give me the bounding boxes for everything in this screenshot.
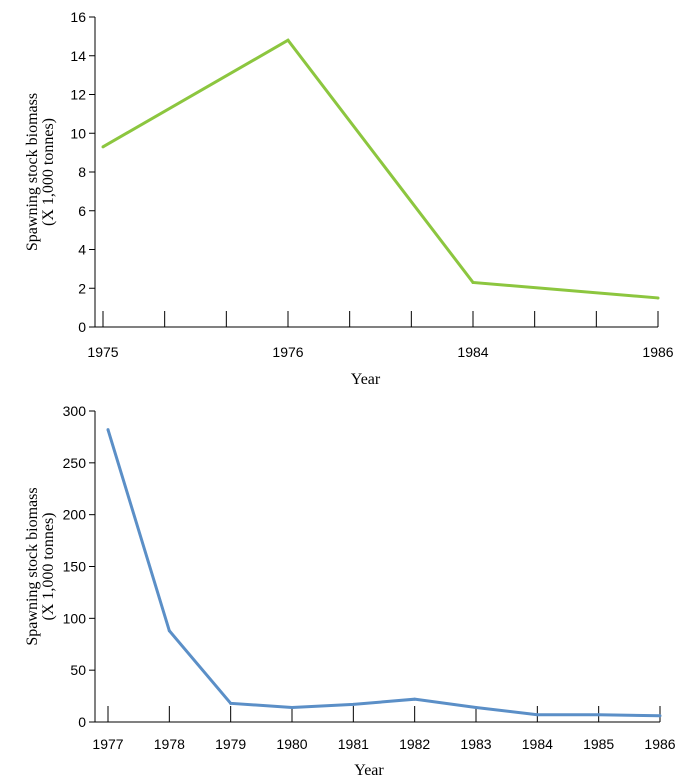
chart-1-y-axis-title: Spawning stock biomass(X 1,000 tonnes) [24, 93, 57, 251]
chart-2-x-tick-label: 1983 [460, 736, 491, 752]
chart-2-data-point [474, 705, 478, 709]
chart-2-x-tick-label: 1979 [215, 736, 246, 752]
chart-2-x-tick-label: 1978 [154, 736, 185, 752]
chart-2-y-tick-label: 50 [70, 662, 86, 678]
chart-2-y-tick-label: 200 [63, 507, 87, 523]
chart-2-x-tick-label: 1986 [644, 736, 675, 752]
chart-2-y-axis-title: Spawning stock biomass(X 1,000 tonnes) [24, 487, 57, 645]
chart-1-data-point [656, 296, 660, 300]
chart-2-x-tick-label: 1985 [583, 736, 614, 752]
chart-1-data-point [101, 145, 105, 149]
chart-2-x-axis-title: Year [354, 762, 384, 778]
chart-2-y-tick-label: 300 [63, 403, 87, 419]
chart-1-y-tick-label: 6 [78, 203, 86, 219]
chart-2-data-point [413, 697, 417, 701]
chart-2-data-point [106, 428, 110, 432]
chart-2-x-tick-label: 1984 [522, 736, 553, 752]
chart-1-data-point [286, 38, 290, 42]
chart-1-data-point [471, 280, 475, 284]
chart-2-data-point [229, 701, 233, 705]
chart-1-y-tick-label: 2 [78, 280, 86, 296]
chart-1-y-tick-label: 4 [78, 242, 86, 258]
chart-2-y-tick-label: 100 [63, 610, 87, 626]
chart-1-y-tick-label: 16 [70, 9, 86, 25]
chart-1-y-tick-label: 0 [78, 319, 86, 335]
chart-2-data-point [597, 713, 601, 717]
chart-bottom: 0 50 100 150 200 250 300 1977 1978 1979 1980 1981 19… [24, 403, 676, 778]
chart-1-y-tick-label: 12 [70, 87, 86, 103]
chart-2-y-axis-title-line2: (X 1,000 tonnes) [40, 513, 57, 621]
chart-2-x-tick-label: 1981 [338, 736, 369, 752]
chart-1-x-tick-label: 1986 [642, 344, 673, 360]
chart-2-x-tick-label: 1980 [276, 736, 307, 752]
chart-2-y-axis-title-line1: Spawning stock biomass [24, 487, 41, 645]
chart-1-y-tick-label: 10 [70, 125, 86, 141]
chart-1-y-tick-label: 8 [78, 164, 86, 180]
chart-2-y-tick-label: 150 [63, 559, 87, 575]
chart-top: 0 2 4 6 8 10 12 14 16 1975 1976 1984 1986 Year Spawnin… [24, 9, 674, 388]
chart-2-data-point [535, 713, 539, 717]
chart-1-y-axis-title-line2: (X 1,000 tonnes) [40, 118, 57, 226]
chart-1-x-axis-title: Year [351, 371, 381, 388]
chart-2-series-line [106, 429, 661, 718]
chart-2-data-point [351, 702, 355, 706]
chart-1-x-tick-label: 1984 [457, 344, 488, 360]
chart-2-x-tick-label: 1977 [92, 736, 123, 752]
chart-2-data-point [290, 705, 294, 709]
chart-2-y-tick-label: 250 [63, 455, 87, 471]
chart-2-y-tick-label: 0 [78, 714, 86, 730]
chart-1-y-tick-label: 14 [70, 48, 86, 64]
chart-2-data-point [167, 629, 171, 633]
chart-2-data-point [658, 714, 662, 718]
chart-2-x-tick-label: 1982 [399, 736, 430, 752]
chart-1-series-line [102, 38, 659, 300]
chart-1-y-axis-title-line1: Spawning stock biomass [24, 93, 41, 251]
chart-1-x-tick-label: 1975 [87, 344, 118, 360]
chart-1-x-tick-label: 1976 [272, 344, 303, 360]
